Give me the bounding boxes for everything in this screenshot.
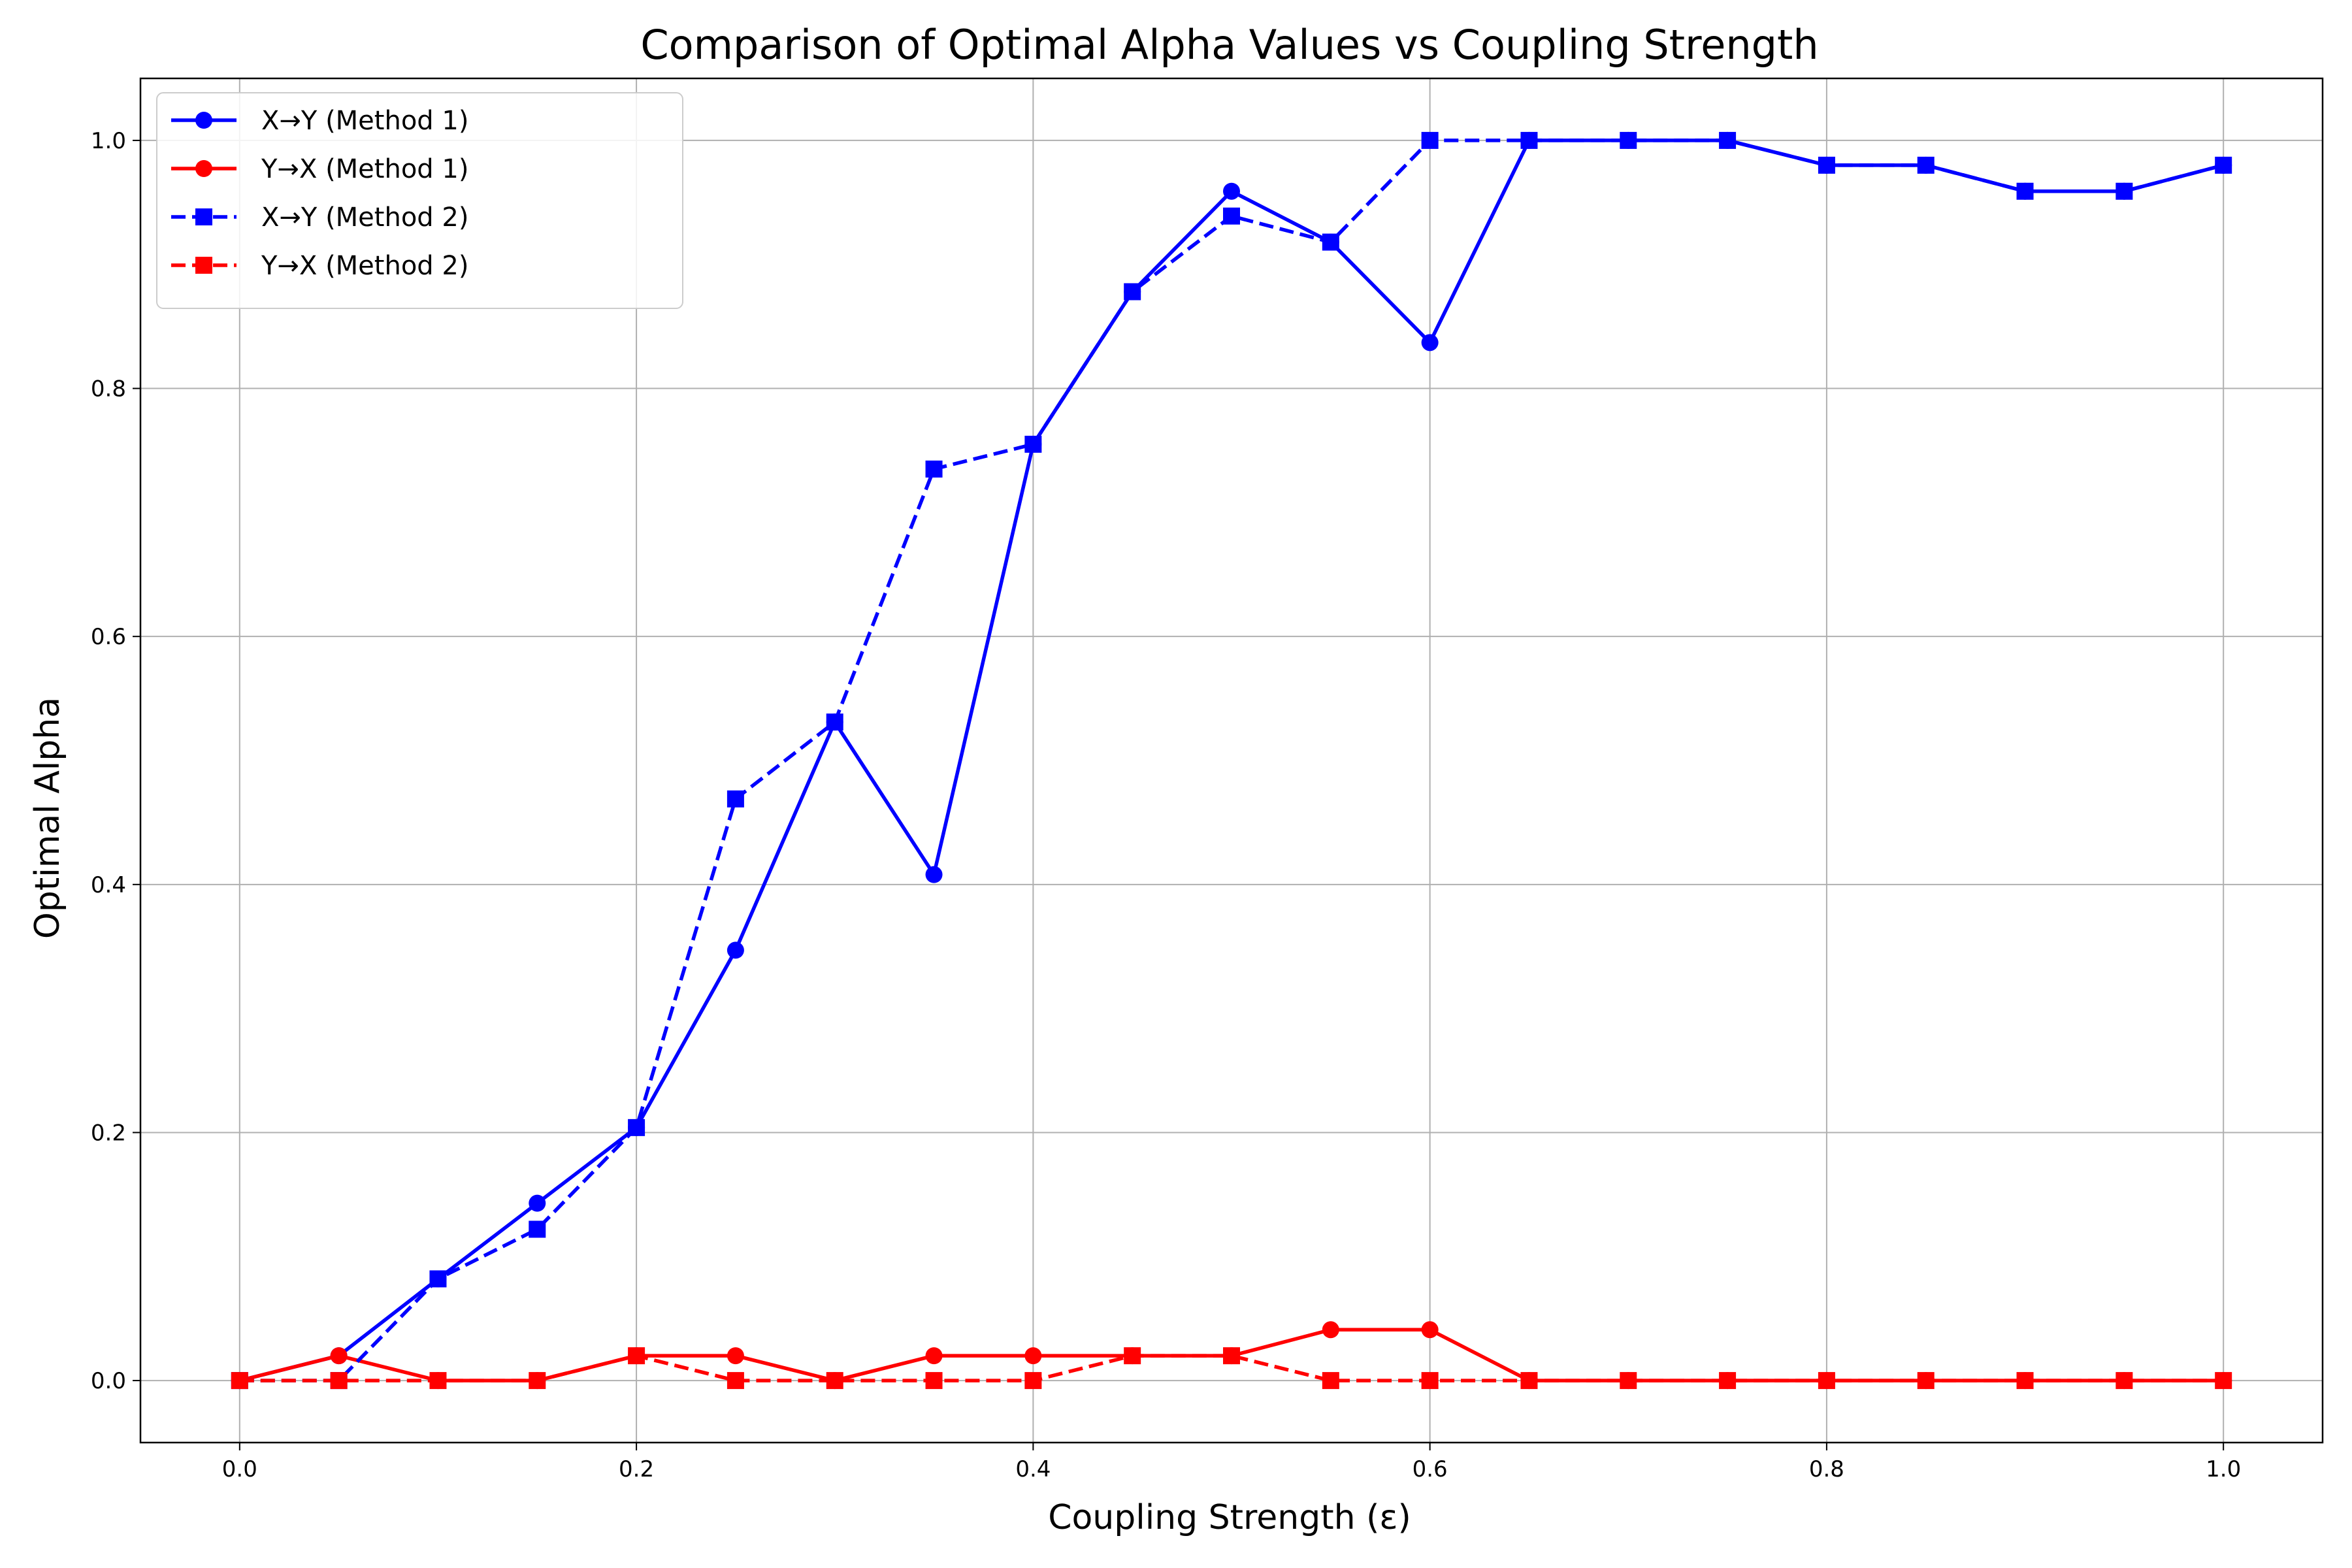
data-point <box>1719 1372 1737 1390</box>
data-point <box>2215 156 2232 174</box>
x-tick-label: 0.6 <box>1413 1456 1448 1482</box>
data-point <box>1818 1372 1835 1390</box>
data-point <box>1322 1321 1339 1339</box>
y-tick-label: 0.0 <box>91 1368 126 1394</box>
data-point <box>925 1347 943 1365</box>
data-point <box>1421 1372 1439 1390</box>
x-tick-label: 0.8 <box>1809 1456 1844 1482</box>
data-point <box>826 1372 843 1390</box>
data-point <box>330 1347 348 1365</box>
data-point <box>1719 131 1737 149</box>
data-point <box>1520 1372 1538 1390</box>
data-point <box>1322 233 1339 251</box>
data-point <box>1421 1321 1439 1339</box>
y-tick-label: 1.0 <box>91 128 126 154</box>
plot-series <box>231 131 2232 1390</box>
data-point <box>1223 182 1240 200</box>
data-point <box>727 941 744 959</box>
data-point <box>925 460 943 478</box>
data-point <box>429 1372 447 1390</box>
x-tick-label: 0.2 <box>619 1456 654 1482</box>
legend-box <box>156 92 683 309</box>
data-point <box>1620 1372 1637 1390</box>
data-point <box>628 1119 645 1136</box>
data-point <box>1124 283 1141 301</box>
y-tick-label: 0.2 <box>91 1120 126 1146</box>
data-point <box>1223 207 1240 225</box>
legend-label: Y→X (Method 1) <box>261 154 468 184</box>
data-point <box>2115 182 2133 200</box>
data-point <box>727 790 744 808</box>
y-tick-label: 0.6 <box>91 624 126 650</box>
legend-item: Y→X (Method 2) <box>171 251 468 281</box>
y-tick-label: 0.4 <box>91 872 126 898</box>
data-point <box>1520 131 1538 149</box>
chart-title: Comparison of Optimal Alpha Values vs Co… <box>640 21 1818 69</box>
data-point <box>429 1270 447 1288</box>
x-tick-label: 0.0 <box>222 1456 257 1482</box>
x-tick-label: 0.4 <box>1015 1456 1051 1482</box>
series-3 <box>231 131 2232 1390</box>
data-point <box>1024 1347 1042 1365</box>
legend-item: X→Y (Method 2) <box>171 203 468 233</box>
data-point <box>231 1372 248 1390</box>
data-point <box>727 1347 744 1365</box>
data-point <box>1322 1372 1339 1390</box>
data-point <box>628 1347 645 1365</box>
legend-item: Y→X (Method 1) <box>171 154 468 184</box>
data-point <box>2016 1372 2034 1390</box>
data-point <box>1818 156 1835 174</box>
series-line <box>239 1354 2224 1382</box>
legend-label: X→Y (Method 2) <box>261 203 468 233</box>
legend-marker <box>195 160 212 177</box>
data-point <box>925 1372 943 1390</box>
data-point <box>727 1372 744 1390</box>
data-point <box>1421 334 1439 351</box>
data-point <box>529 1194 546 1212</box>
data-point <box>925 866 943 883</box>
data-point <box>1024 1372 1042 1390</box>
data-point <box>330 1372 348 1390</box>
data-point <box>1917 1372 1935 1390</box>
plot-frame <box>139 77 2324 1444</box>
data-point <box>1917 156 1935 174</box>
data-point <box>2016 182 2034 200</box>
data-point <box>2115 1372 2133 1390</box>
legend-marker <box>195 112 212 129</box>
legend-marker <box>195 257 212 274</box>
data-point <box>529 1372 546 1390</box>
legend-label: X→Y (Method 1) <box>261 106 468 136</box>
grid <box>140 78 2323 1443</box>
legend-label: Y→X (Method 2) <box>261 251 468 281</box>
data-point <box>1223 1347 1240 1365</box>
y-axis-label: Optimal Alpha <box>28 697 67 939</box>
series-4 <box>231 1347 2232 1390</box>
data-point <box>1620 131 1637 149</box>
legend: X→Y (Method 1) Y→X (Method 1) X→Y (Method … <box>156 92 683 309</box>
legend-marker <box>195 208 212 225</box>
data-point <box>826 713 843 731</box>
y-tick-label: 0.8 <box>91 376 126 402</box>
data-point <box>1024 435 1042 453</box>
legend-item: X→Y (Method 1) <box>171 106 468 136</box>
axis-ticks: 0.0 0.2 0.4 0.6 0.8 1.0 0.0 0.2 0.4 0.6 0.8 1.0 <box>91 128 2241 1482</box>
data-point <box>529 1220 546 1238</box>
x-axis-label: Coupling Strength (ε) <box>1048 1498 1411 1537</box>
data-point <box>2215 1372 2232 1390</box>
x-tick-label: 1.0 <box>2206 1456 2241 1482</box>
data-point <box>1124 1347 1141 1365</box>
data-point <box>1421 131 1439 149</box>
